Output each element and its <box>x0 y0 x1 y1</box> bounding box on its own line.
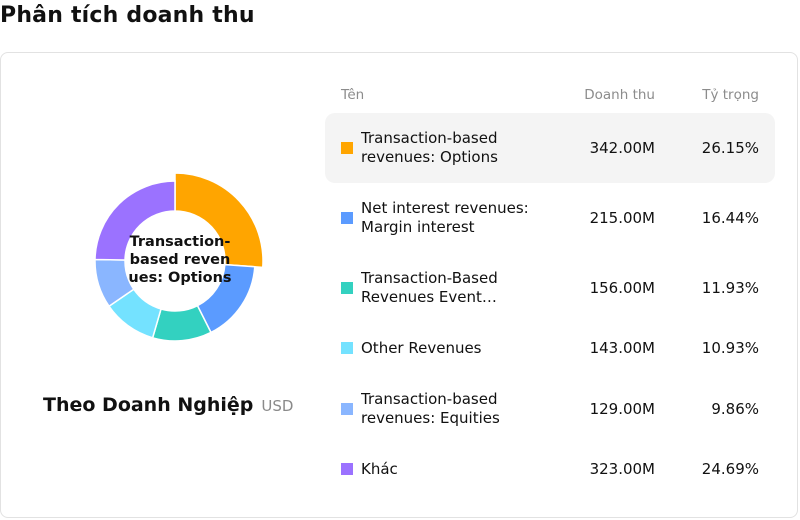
row-name: Transaction-Based Revenues Event Contrac… <box>361 269 498 306</box>
table-row[interactable]: Transaction-based revenues: Options 342.… <box>325 113 775 183</box>
caption-title: Theo Doanh Nghiệp <box>43 394 254 416</box>
table-row[interactable]: Khác 323.00M 24.69% <box>325 434 775 504</box>
legend-swatch <box>341 403 353 415</box>
donut-center-label: Transaction-based revenues: Options <box>128 234 232 286</box>
caption-unit: USD <box>261 397 294 415</box>
row-share: 24.69% <box>701 460 759 478</box>
donut-slice-6[interactable] <box>94 180 176 261</box>
row-value: 215.00M <box>589 209 655 227</box>
table-row[interactable]: Other Revenues 143.00M 10.93% <box>325 313 775 383</box>
donut-chart: Transaction-based revenues: Options <box>90 170 270 350</box>
header-name: Tên <box>341 87 365 103</box>
row-share: 11.93% <box>701 279 759 297</box>
legend-swatch <box>341 282 353 294</box>
header-share: Tỷ trọng <box>702 87 759 103</box>
table-row[interactable]: Transaction-Based Revenues Event Contrac… <box>325 253 775 323</box>
row-name: Transaction-based revenues: Equities <box>361 390 500 427</box>
row-name: Net interest revenues: Margin interest <box>361 199 529 236</box>
row-name: Khác <box>361 459 398 478</box>
legend-swatch <box>341 212 353 224</box>
row-share: 10.93% <box>701 339 759 357</box>
donut-slice-1[interactable] <box>174 172 264 269</box>
row-name: Other Revenues <box>361 338 482 357</box>
legend-swatch <box>341 142 353 154</box>
legend-swatch <box>341 342 353 354</box>
row-value: 143.00M <box>589 339 655 357</box>
header-value: Doanh thu <box>584 87 655 103</box>
row-share: 9.86% <box>711 400 759 418</box>
legend-swatch <box>341 463 353 475</box>
donut-svg <box>94 172 264 342</box>
row-share: 26.15% <box>701 139 759 157</box>
table-row[interactable]: Net interest revenues: Margin interest 2… <box>325 183 775 253</box>
row-share: 16.44% <box>701 209 759 227</box>
table-row[interactable]: Transaction-based revenues: Equities 129… <box>325 374 775 444</box>
chart-caption: Theo Doanh Nghiệp USD <box>43 394 293 424</box>
row-value: 323.00M <box>589 460 655 478</box>
page-title: Phân tích doanh thu <box>0 3 255 28</box>
row-value: 156.00M <box>589 279 655 297</box>
row-value: 129.00M <box>589 400 655 418</box>
row-value: 342.00M <box>589 139 655 157</box>
row-name: Transaction-based revenues: Options <box>361 129 498 166</box>
